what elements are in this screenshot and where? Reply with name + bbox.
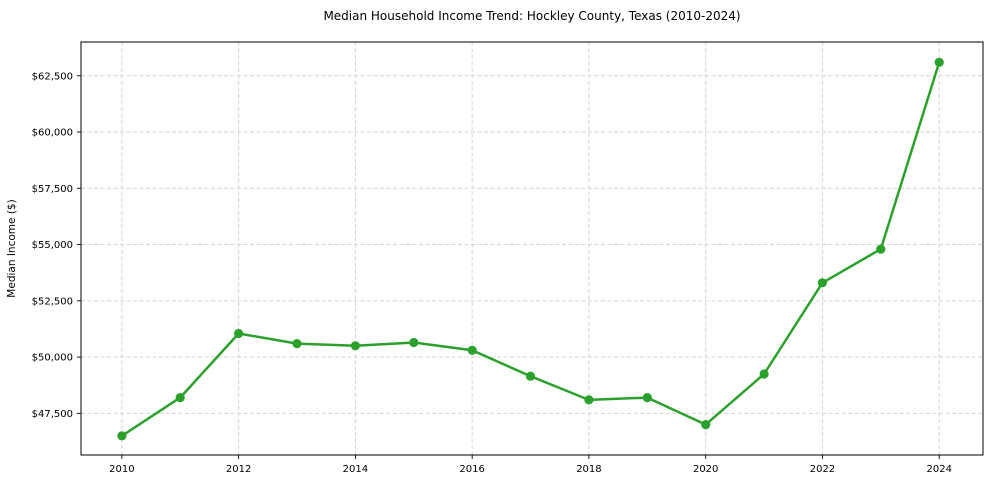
y-axis-label: Median Income ($) [6,199,18,297]
data-point-marker-2020 [701,420,711,430]
y-axis-tick-label: $50,000 [32,353,73,364]
data-point-marker-2014 [350,341,360,351]
x-axis-tick-label: 2024 [926,464,951,475]
x-axis-tick-label: 2016 [459,464,484,475]
data-point-marker-2013 [292,339,302,349]
data-point-marker-2022 [817,278,828,288]
data-point-marker-2019 [642,393,652,403]
data-point-marker-2023 [876,244,886,254]
y-axis-tick-label: $52,500 [32,296,73,307]
y-axis-tick-label: $57,500 [32,184,73,195]
x-axis-tick-label: 2014 [343,464,368,475]
chart-title: Median Household Income Trend: Hockley C… [323,9,741,23]
data-point-marker-2016 [467,345,477,355]
x-axis-tick-label: 2010 [109,464,134,475]
y-axis-tick-label: $47,500 [32,409,73,420]
data-point-marker-2018 [584,395,594,405]
y-axis-tick-label: $55,000 [32,240,73,251]
y-axis-tick-label: $60,000 [32,128,73,139]
axes-box [80,41,984,456]
data-point-marker-2017 [525,371,536,381]
y-axis-tick-label: $62,500 [32,71,73,82]
x-axis-tick-label: 2020 [693,464,718,475]
data-point-marker-2015 [409,337,419,348]
plot-area [81,42,983,455]
data-point-marker-2011 [175,393,185,403]
data-point-marker-2024 [934,57,944,67]
x-axis-tick-label: 2012 [226,464,251,475]
x-axis-tick-label: 2018 [576,464,601,475]
x-axis-tick-label: 2022 [810,464,835,475]
data-point-marker-2010 [117,431,127,441]
data-point-marker-2012 [234,328,244,339]
data-point-marker-2021 [759,369,769,379]
